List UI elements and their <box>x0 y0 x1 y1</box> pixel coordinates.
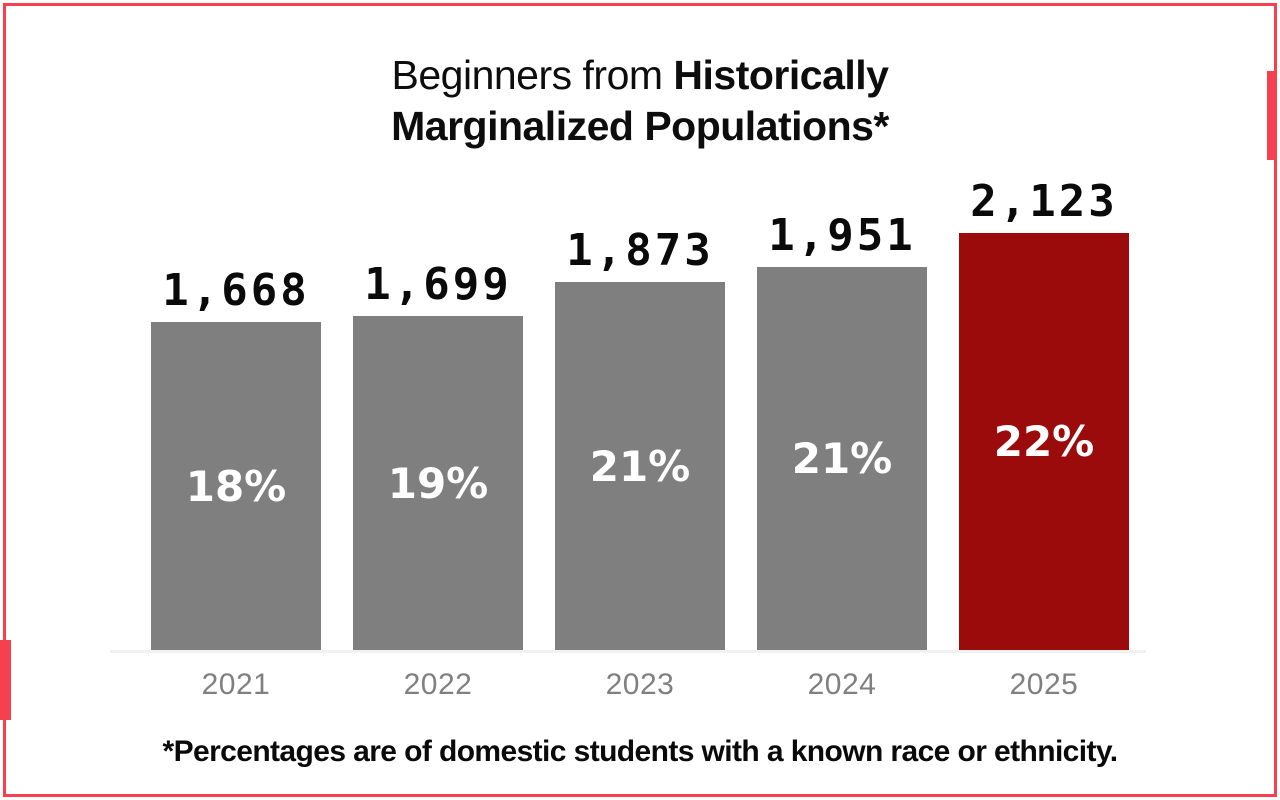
chart-title-bold-line1: Historically <box>673 52 889 98</box>
bar-2024: 21% <box>757 267 927 650</box>
bar-percent-label: 21% <box>791 434 893 483</box>
x-axis-label-2025: 2025 <box>1009 668 1079 701</box>
bar-percent-label: 18% <box>185 461 287 511</box>
bar-group-2022: 1,699 19% 2022 <box>353 160 523 701</box>
bar-percent-label: 22% <box>993 417 1095 466</box>
bar-2022: 19% <box>353 316 523 650</box>
bar-value-label: 1,951 <box>768 210 916 261</box>
chart-title-regular: Beginners from <box>391 52 674 98</box>
bar-group-2025-highlighted: 2,123 22% 2025 <box>959 160 1129 701</box>
chart-title-bold-line2: Marginalized Populations* <box>391 103 889 149</box>
x-axis-label-2023: 2023 <box>605 668 675 701</box>
bar-value-label: 1,873 <box>566 225 714 276</box>
chart-title: Beginners from Historically Marginalized … <box>0 50 1280 152</box>
bar-group-2024: 1,951 21% 2024 <box>757 160 927 701</box>
x-axis-label-2021: 2021 <box>201 668 271 701</box>
bar-2021: 18% <box>151 322 321 650</box>
bar-2025: 22% <box>959 233 1129 650</box>
chart-baseline <box>110 650 1146 653</box>
bar-value-label: 1,668 <box>162 265 310 316</box>
bar-value-label: 1,699 <box>364 259 512 310</box>
bar-value-label: 2,123 <box>970 176 1118 227</box>
bar-group-2023: 1,873 21% 2023 <box>555 160 725 701</box>
footnote: *Percentages are of domestic students wi… <box>162 735 1119 768</box>
bar-chart: 1,668 18% 2021 1,699 19% 2022 1,873 21% … <box>151 160 1129 701</box>
x-axis-label-2024: 2024 <box>807 668 877 701</box>
bar-2023: 21% <box>555 282 725 650</box>
right-edge-accent-bar <box>1267 71 1277 160</box>
left-edge-accent-bar <box>0 640 11 720</box>
bar-percent-label: 19% <box>387 458 489 508</box>
bar-group-2021: 1,668 18% 2021 <box>151 160 321 701</box>
x-axis-label-2022: 2022 <box>403 668 473 701</box>
bar-percent-label: 21% <box>589 441 691 491</box>
